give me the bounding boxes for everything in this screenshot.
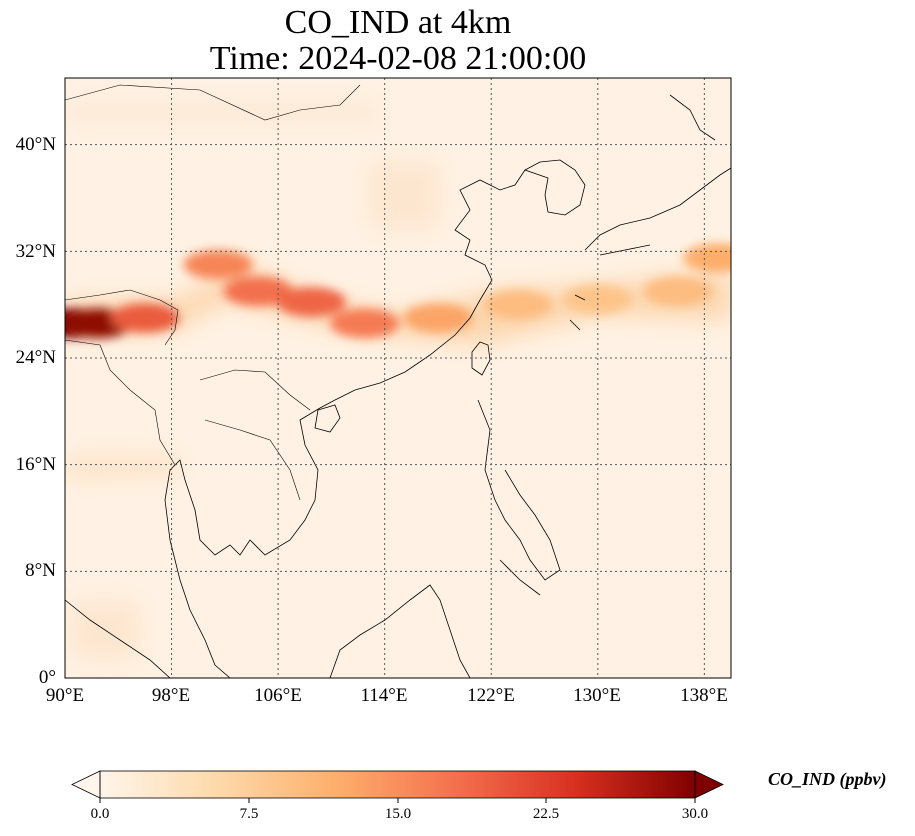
plume-point — [110, 303, 180, 333]
lon-label-122: 122°E — [467, 685, 515, 706]
colorbar-gradient — [100, 771, 695, 798]
plume-point — [183, 250, 253, 280]
colorbar-tick-label: 15.0 — [384, 806, 412, 822]
inland-borders — [65, 84, 361, 501]
hainan-coastline — [314, 404, 341, 433]
colorbar-tick-label: 7.5 — [239, 806, 259, 822]
colorbar-tick-label: 30.0 — [681, 806, 709, 822]
map-frame — [64, 77, 732, 679]
japan-coastline — [569, 94, 731, 331]
colorbar-tick-label: 22.5 — [532, 806, 560, 822]
lon-label-130: 130°E — [573, 685, 621, 706]
lon-label-98: 98°E — [151, 685, 191, 706]
concentration-field — [65, 78, 731, 678]
philippines-coastline — [477, 399, 561, 596]
lat-label-0: 0° — [38, 667, 56, 688]
lat-label-24: 24°N — [15, 347, 56, 368]
plume-layer — [65, 243, 731, 338]
colorbar-extend-min — [71, 770, 101, 799]
colorbar-extend-max — [694, 770, 724, 799]
plume-point — [276, 287, 347, 317]
sumatra-coastline — [65, 599, 171, 678]
colorbar-ticks — [99, 798, 696, 803]
lon-label-114: 114°E — [360, 685, 408, 706]
plume-point — [683, 243, 731, 273]
plume-point — [330, 308, 400, 338]
lat-label-16: 16°N — [15, 454, 56, 475]
lon-label-90: 90°E — [45, 685, 85, 706]
coastlines — [65, 84, 731, 678]
colorbar-label: CO_IND (ppbv) — [768, 769, 887, 789]
lat-label-32: 32°N — [15, 241, 56, 262]
colorbar — [71, 770, 724, 803]
lon-label-106: 106°E — [254, 685, 302, 706]
lat-label-8: 8°N — [25, 560, 56, 581]
gridlines — [65, 78, 731, 678]
korea-coastline — [524, 159, 586, 216]
plume-point — [483, 290, 553, 320]
lon-label-138: 138°E — [680, 685, 728, 706]
figure-subtitle-time: Time: 2024-02-08 21:00:00 — [209, 40, 587, 77]
plume-point — [403, 303, 473, 333]
indochina-coastline — [164, 407, 321, 678]
taiwan-coastline — [471, 341, 491, 376]
figure-title: CO_IND at 4km — [284, 4, 512, 41]
lat-label-40: 40°N — [15, 134, 56, 155]
plume-point — [223, 276, 293, 306]
borneo-coastline — [329, 584, 471, 678]
plume-point — [643, 276, 713, 306]
china-coastline — [319, 169, 526, 409]
colorbar-tick-label: 0.0 — [90, 806, 110, 822]
